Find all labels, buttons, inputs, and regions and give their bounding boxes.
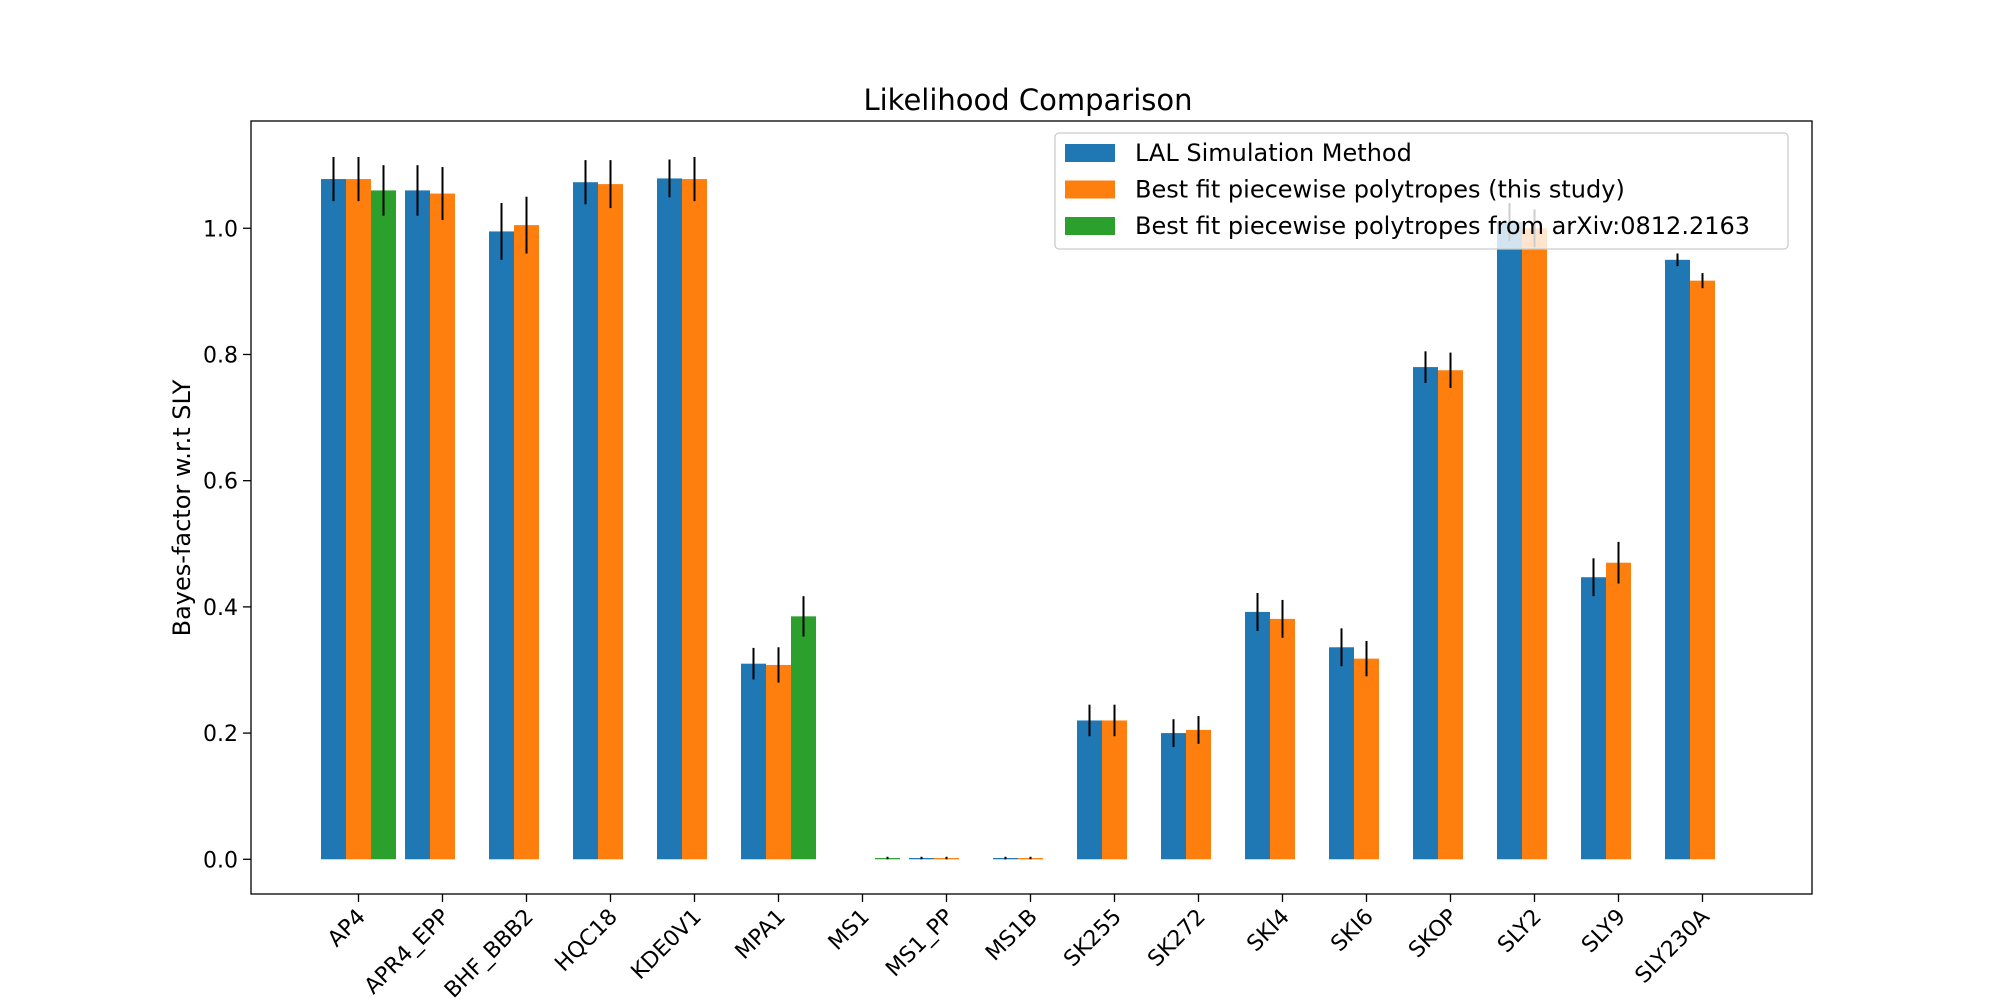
bar-sly2-series-2 [1522, 228, 1547, 860]
bar-ap4-series-1 [321, 179, 346, 860]
bar-ski6-series-1 [1329, 647, 1354, 860]
bar-kde0v1-series-1 [657, 178, 682, 860]
bar-sly230a-series-1 [1665, 259, 1690, 860]
bar-sly9-series-1 [1581, 577, 1606, 860]
legend-label-series-1: LAL Simulation Method [1135, 139, 1412, 167]
bar-ap4-series-2 [346, 179, 371, 860]
legend: LAL Simulation Method Best fit piecewise … [1054, 132, 1789, 250]
bar-bhf-bbb2-series-2 [514, 225, 539, 860]
bar-sk272-series-2 [1186, 729, 1211, 860]
bar-skop-series-1 [1413, 367, 1438, 860]
y-axis-label: Bayes-factor w.r.t SLY [168, 379, 196, 636]
y-tick-label: 1.0 [203, 217, 238, 242]
plot-frame [250, 120, 1813, 895]
bar-kde0v1-series-2 [682, 179, 707, 860]
legend-swatch-series-3 [1065, 217, 1115, 235]
bar-hqc18-series-1 [573, 182, 598, 860]
y-tick-label: 0.4 [203, 596, 238, 621]
bar-apr4-epp-series-1 [405, 190, 430, 860]
bar-sk255-series-2 [1102, 720, 1127, 860]
bar-sk272-series-1 [1161, 733, 1186, 860]
bar-mpa1-series-1 [741, 663, 766, 860]
legend-swatch-series-2 [1065, 180, 1115, 199]
bar-sly9-series-2 [1606, 562, 1631, 860]
bar-sly2-series-1 [1497, 221, 1522, 860]
bar-ski4-series-1 [1245, 611, 1270, 860]
y-tick-label: 0.6 [203, 470, 238, 495]
bar-hqc18-series-2 [598, 184, 623, 860]
legend-label-series-2: Best fit piecewise polytropes (this stud… [1135, 176, 1625, 204]
bar-mpa1-series-2 [766, 664, 791, 860]
bar-mpa1-series-3 [791, 616, 816, 860]
bar-bhf-bbb2-series-1 [489, 231, 514, 860]
legend-swatch-series-1 [1065, 144, 1115, 162]
legend-label-series-3: Best fit piecewise polytropes from arXiv… [1135, 212, 1750, 240]
bar-sly230a-series-2 [1690, 280, 1715, 860]
bar-sk255-series-1 [1077, 720, 1102, 860]
bar-ski4-series-2 [1270, 618, 1295, 860]
y-tick-label: 0.0 [203, 848, 238, 873]
bar-skop-series-2 [1438, 370, 1463, 860]
legend-box [1054, 132, 1789, 250]
bar-ap4-series-3 [371, 190, 396, 860]
bar-ski6-series-2 [1354, 658, 1379, 860]
y-tick-label: 0.8 [203, 343, 238, 368]
y-tick-label: 0.2 [203, 722, 238, 747]
chart-title: Likelihood Comparison [863, 83, 1192, 117]
bar-apr4-epp-series-2 [430, 193, 455, 860]
